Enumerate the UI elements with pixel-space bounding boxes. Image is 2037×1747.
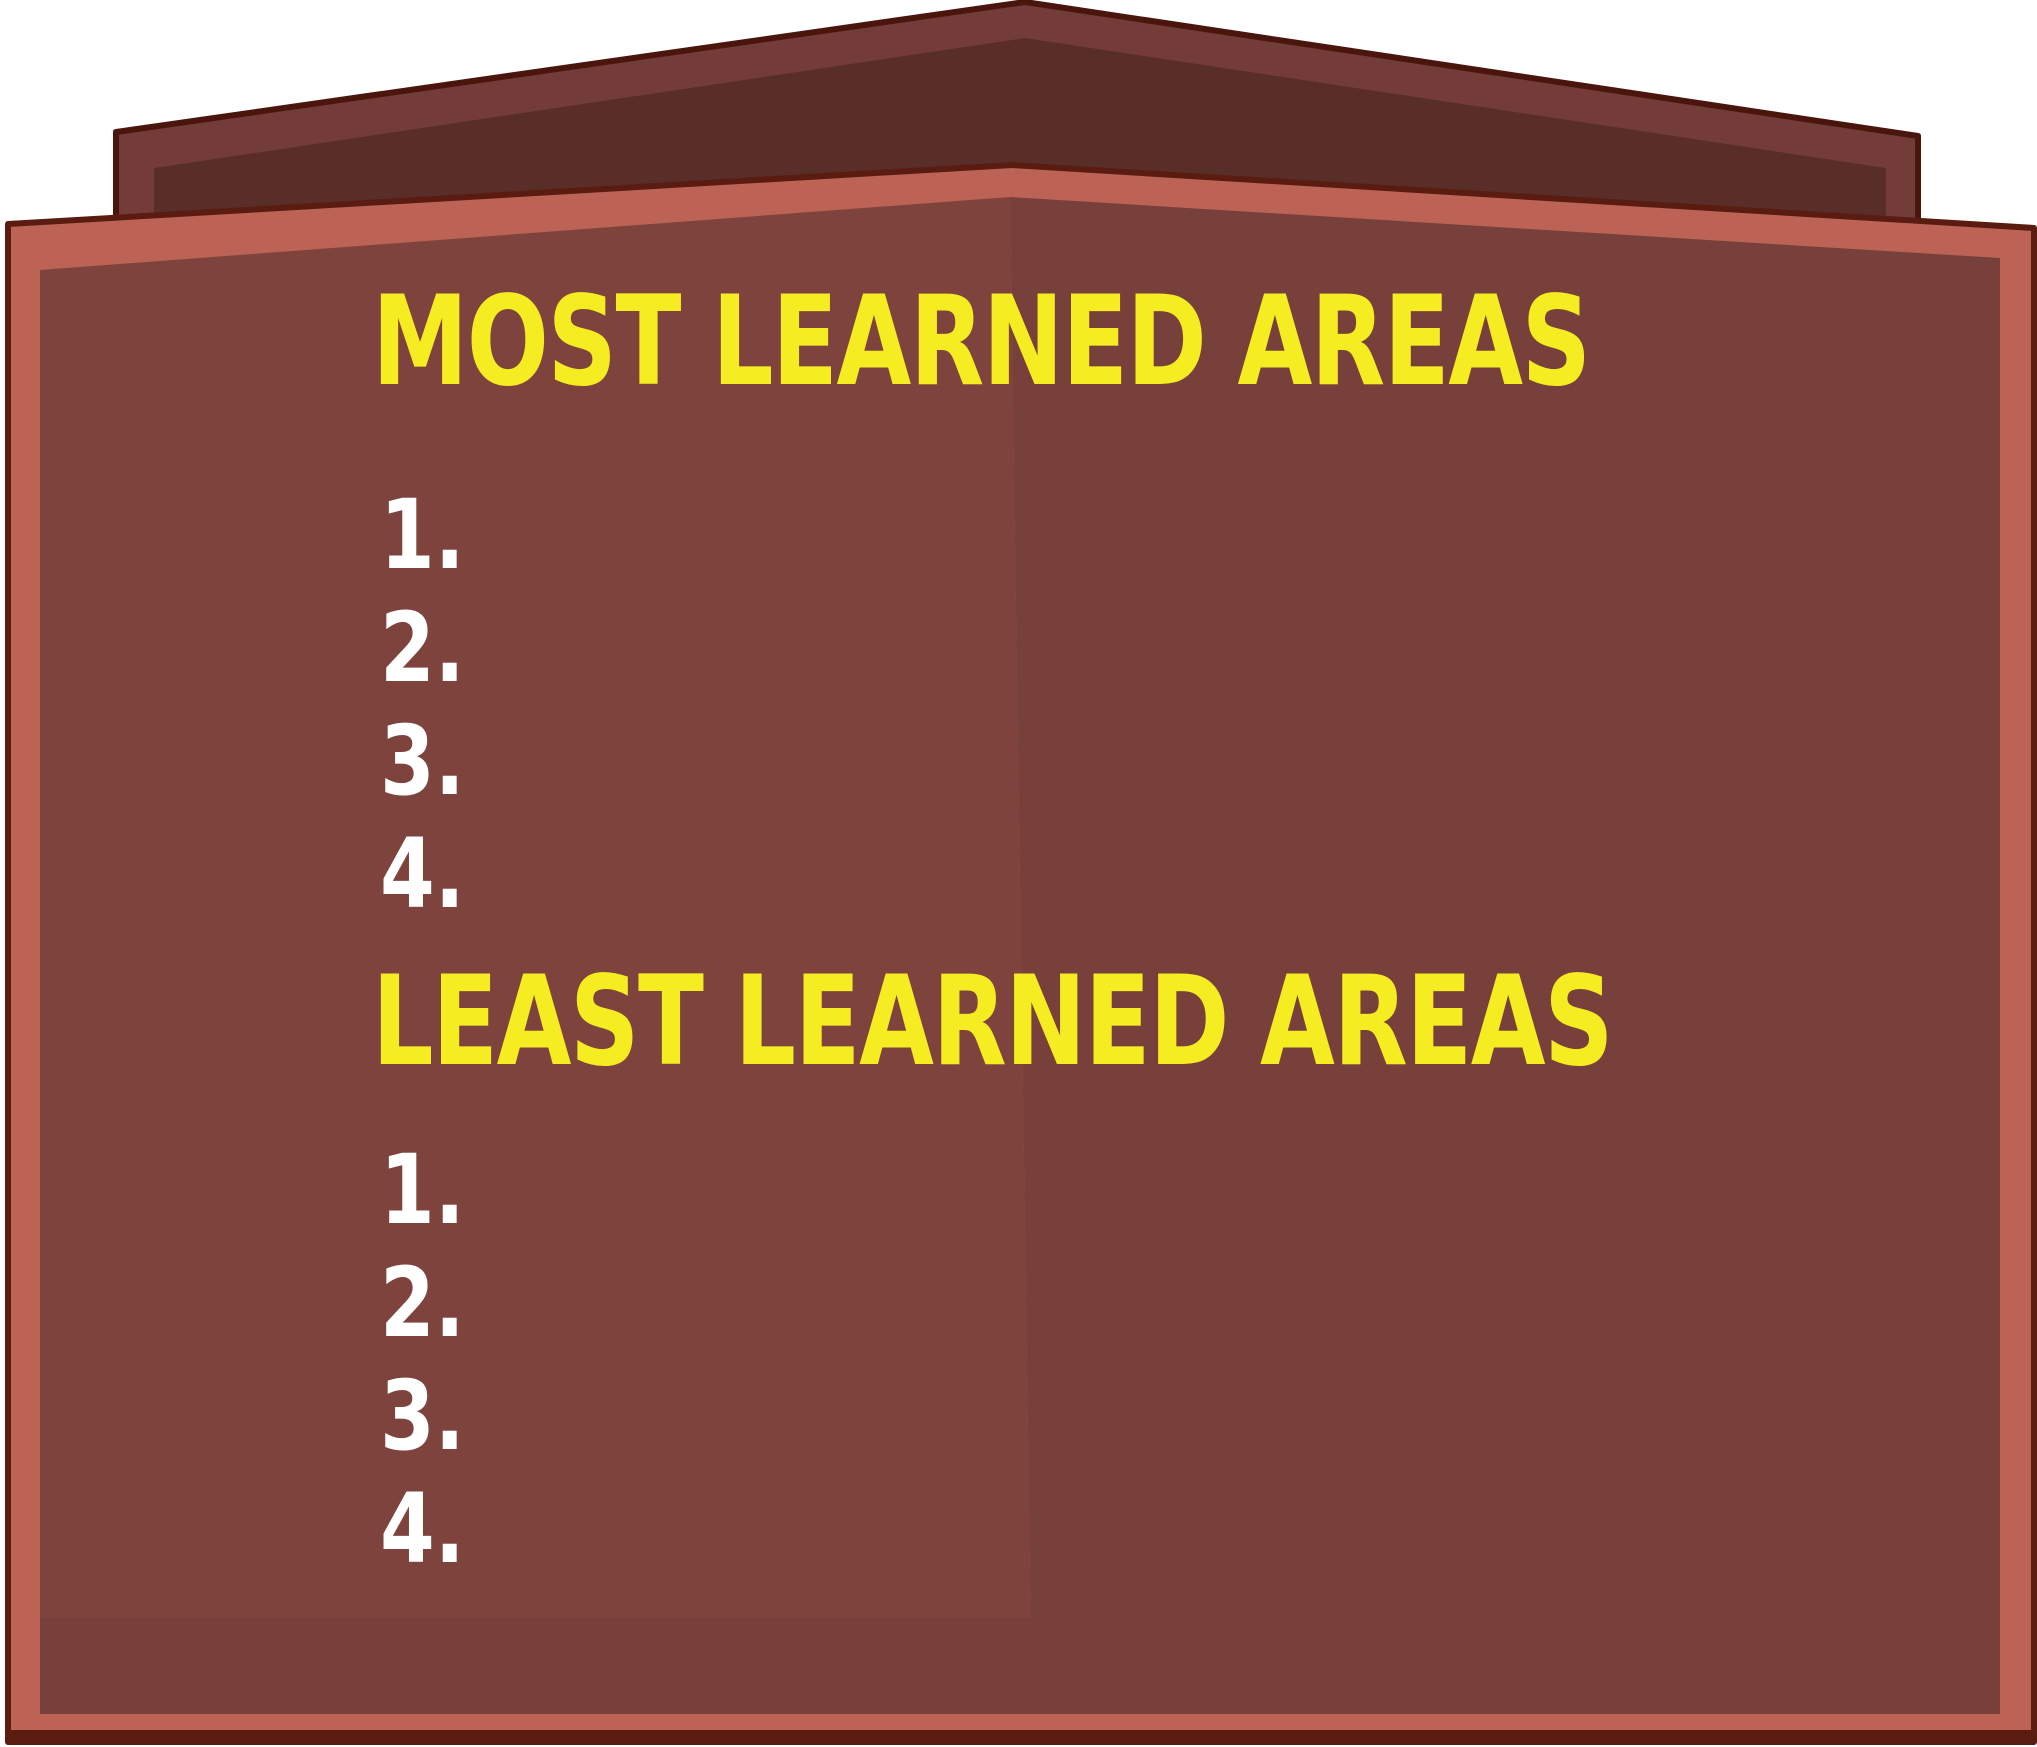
least-learned-list: 1. 2. 3. 4. [380, 1142, 483, 1594]
list-item: 4. [380, 818, 465, 930]
list-item: 2. [380, 592, 465, 704]
list-item: 1. [380, 479, 465, 591]
most-learned-heading: MOST LEARNED AREAS [372, 270, 1591, 414]
least-learned-heading: LEAST LEARNED AREAS [372, 950, 1614, 1094]
board-face-right [1010, 197, 2000, 1714]
back-panel-face [154, 38, 1886, 232]
list-item: 3. [380, 1360, 465, 1472]
board-face-left [40, 197, 1032, 1714]
list-item: 1. [380, 1134, 465, 1246]
list-item: 4. [380, 1473, 465, 1585]
list-item: 2. [380, 1247, 465, 1359]
list-item: 3. [380, 705, 465, 817]
board-lower-band [40, 1618, 2000, 1714]
most-learned-list: 1. 2. 3. 4. [380, 487, 483, 939]
